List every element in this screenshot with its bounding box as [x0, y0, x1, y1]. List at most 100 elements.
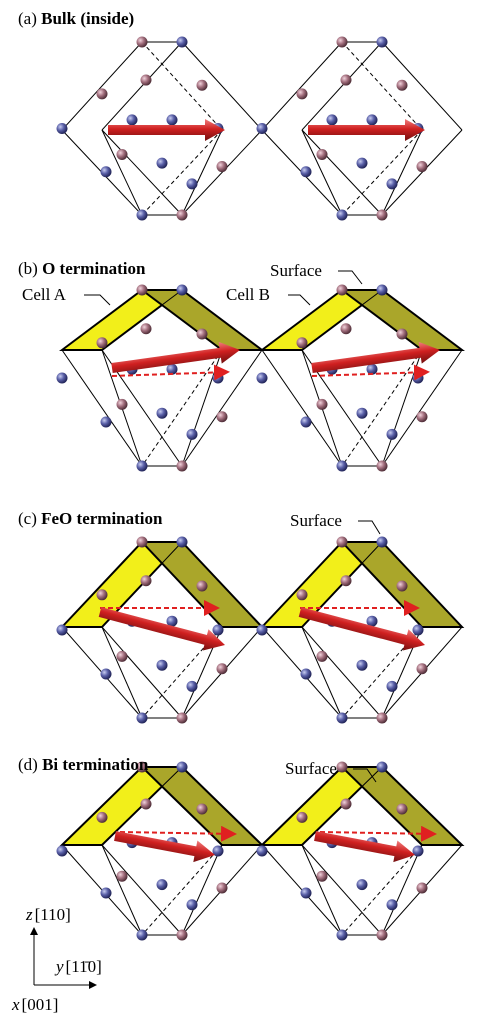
atom: [367, 114, 378, 125]
atom: [357, 408, 368, 419]
atom: [157, 660, 168, 671]
atom: [57, 846, 68, 857]
atom: [337, 37, 348, 48]
atom: [187, 178, 198, 189]
cell-edge: [302, 627, 382, 718]
cell-edge: [182, 42, 262, 130]
atom: [377, 285, 388, 296]
cell-edge: [182, 350, 222, 466]
axis-label: y[11̄0]: [54, 957, 102, 976]
atom: [301, 888, 312, 899]
atom: [187, 681, 198, 692]
surface-label: Surface: [285, 759, 337, 778]
atom: [357, 158, 368, 169]
atom: [197, 804, 208, 815]
surface-face: [342, 290, 462, 350]
atom: [117, 651, 128, 662]
atom: [417, 882, 428, 893]
atom: [417, 411, 428, 422]
atom: [197, 581, 208, 592]
atom: [387, 681, 398, 692]
atom: [177, 930, 188, 941]
atom: [317, 149, 328, 160]
atom: [137, 285, 148, 296]
cell-edge: [382, 350, 422, 466]
atom: [397, 581, 408, 592]
atom: [217, 882, 228, 893]
leader: [288, 295, 310, 305]
atom: [377, 930, 388, 941]
axis-label: x[001]: [11, 995, 58, 1014]
atom: [377, 461, 388, 472]
atom: [387, 429, 398, 440]
cell-edge: [382, 130, 462, 215]
atom: [137, 930, 148, 941]
atom: [141, 798, 152, 809]
atom: [217, 411, 228, 422]
atom: [177, 37, 188, 48]
atom: [337, 210, 348, 221]
atom: [177, 537, 188, 548]
atom: [337, 537, 348, 548]
atom: [327, 114, 338, 125]
atom: [141, 75, 152, 86]
atom: [397, 804, 408, 815]
atom: [417, 663, 428, 674]
atom: [341, 75, 352, 86]
polarization-arrow: [308, 119, 425, 141]
atom: [413, 625, 424, 636]
atom: [297, 589, 308, 600]
atom: [57, 625, 68, 636]
atom: [213, 625, 224, 636]
leader: [84, 295, 110, 305]
atom: [301, 417, 312, 428]
atom: [141, 575, 152, 586]
atom: [257, 625, 268, 636]
atom: [57, 373, 68, 384]
cell-edge: [302, 130, 382, 215]
atom: [301, 166, 312, 177]
atom: [317, 651, 328, 662]
atom: [297, 812, 308, 823]
leader: [338, 271, 362, 284]
atom: [377, 762, 388, 773]
panel-label: (c) FeO termination: [18, 509, 163, 528]
cell-label: Cell A: [22, 285, 67, 304]
atom: [197, 329, 208, 340]
atom: [337, 930, 348, 941]
figure: (a) Bulk (inside) (b) O termination (c) …: [0, 0, 484, 1019]
cell-edge: [182, 350, 262, 466]
atom: [97, 88, 108, 99]
atom: [177, 210, 188, 221]
atom: [167, 114, 178, 125]
atom: [97, 812, 108, 823]
atom: [101, 669, 112, 680]
cell-edge: [382, 42, 462, 130]
atom: [117, 149, 128, 160]
atom: [137, 537, 148, 548]
atom: [297, 337, 308, 348]
atom: [397, 80, 408, 91]
cell-label: Cell B: [226, 285, 270, 304]
cell-edge: [382, 130, 422, 215]
atom: [217, 161, 228, 172]
cell-edge: [142, 130, 222, 215]
cell-edge: [142, 350, 222, 466]
atom: [177, 285, 188, 296]
cell-edge: [342, 350, 422, 466]
atom: [177, 762, 188, 773]
atom: [157, 879, 168, 890]
panel-label: (d) Bi termination: [18, 755, 149, 774]
atom: [197, 80, 208, 91]
surface-label: Surface: [270, 261, 322, 280]
atom: [157, 158, 168, 169]
atom: [97, 589, 108, 600]
atom: [357, 879, 368, 890]
atom: [377, 537, 388, 548]
atom: [257, 846, 268, 857]
atom: [377, 37, 388, 48]
atom: [141, 323, 152, 334]
cell-edge: [142, 845, 222, 935]
cell-edge: [342, 845, 422, 935]
atom: [177, 713, 188, 724]
